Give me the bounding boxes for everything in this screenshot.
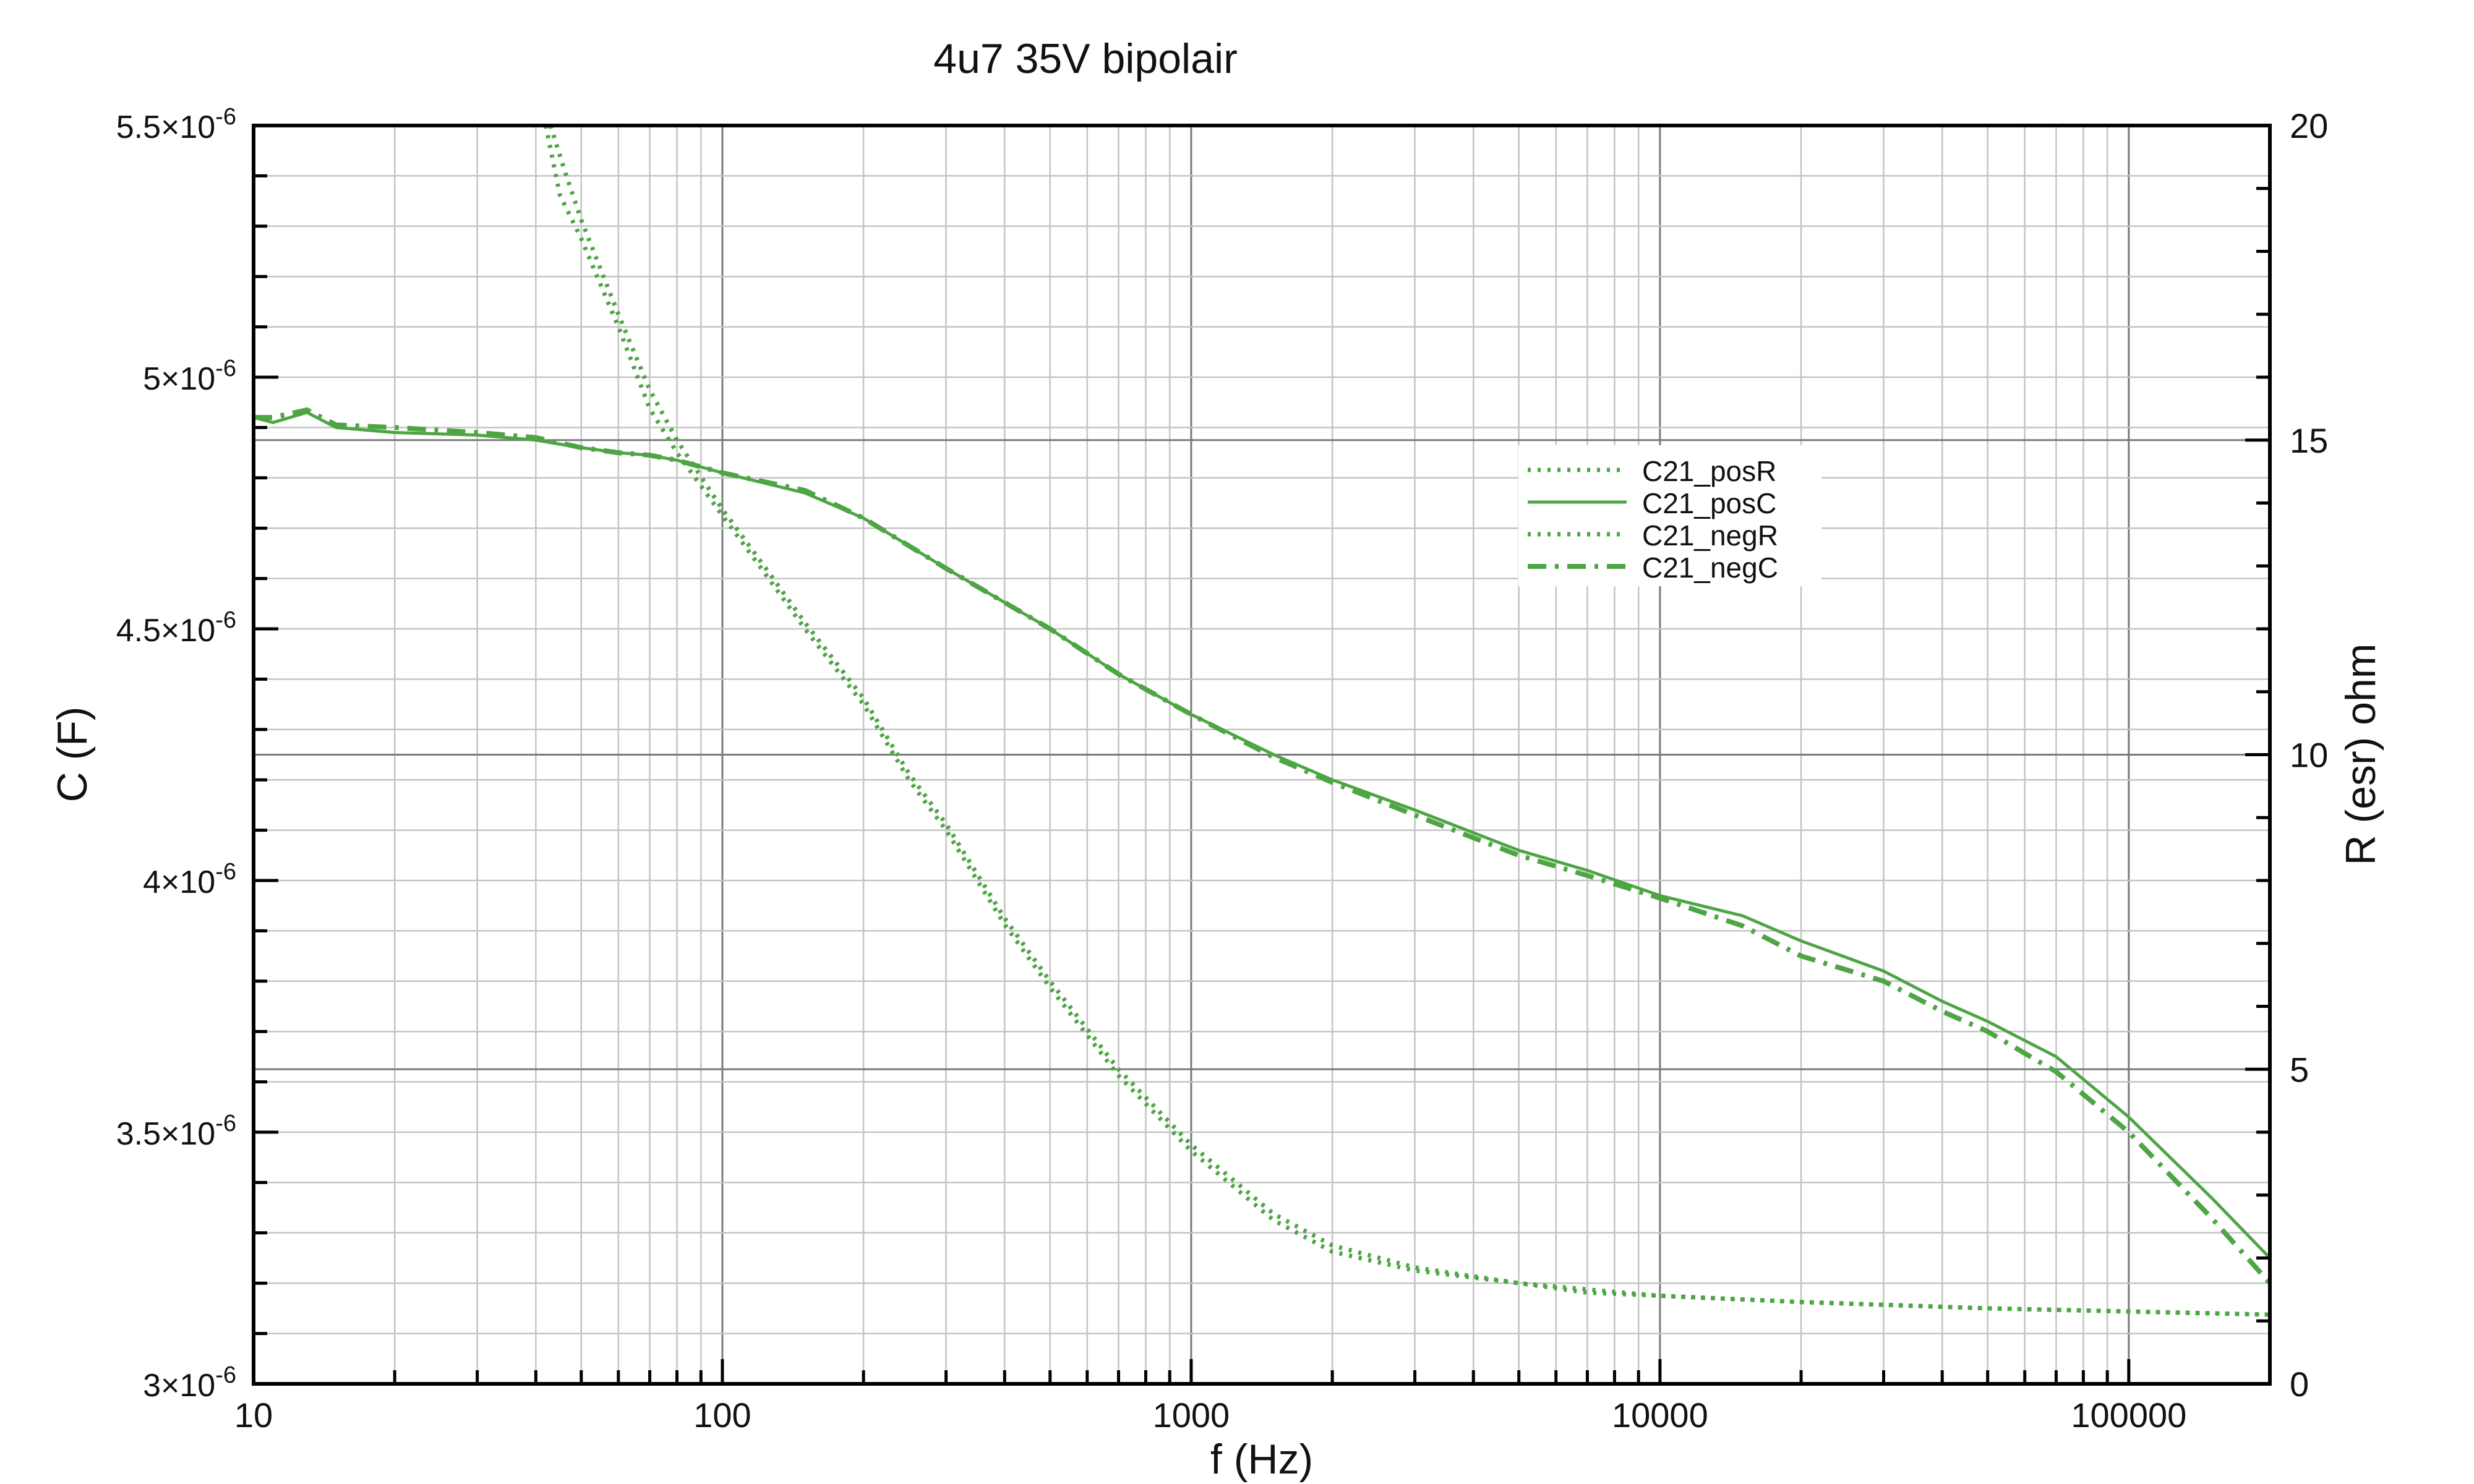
series-line-c21-posc [253, 411, 2271, 1260]
y-left-tick-label: 3×10-6 [143, 1362, 236, 1404]
x-tick-label: 1000 [1153, 1396, 1230, 1435]
grid-layer [252, 126, 2271, 1384]
y-left-axis-label: C (F) [49, 707, 96, 803]
y-right-tick-label: 15 [2290, 421, 2328, 460]
y-right-axis-label: R (esr) ohm [2337, 644, 2384, 866]
y-left-tick-label: 5.5×10-6 [116, 104, 236, 145]
x-tick-label: 10000 [1612, 1396, 1708, 1435]
y-right-tick-label: 20 [2290, 106, 2328, 145]
legend-label: C21_posC [1642, 487, 1776, 519]
series-layer [253, 124, 2272, 1317]
legend-label: C21_negR [1642, 519, 1778, 552]
tick-layer: 10 100 1000 10000 1000003×10-63.5×10-64×10-6… [116, 104, 2329, 1435]
legend-label: C21_posR [1642, 455, 1776, 487]
x-tick-label: 100000 [2071, 1396, 2186, 1435]
series-line-c21-negc [254, 407, 2272, 1285]
series-line-c21-negr [548, 124, 2271, 1317]
x-axis-label: f (Hz) [1210, 1436, 1313, 1483]
y-left-tick-label: 3.5×10-6 [116, 1111, 236, 1152]
y-left-tick-label: 4.5×10-6 [116, 607, 236, 649]
legend-label: C21_negC [1642, 552, 1778, 584]
chart-title: 4u7 35V bipolair [933, 35, 1237, 82]
y-right-tick-label: 5 [2290, 1050, 2309, 1089]
x-tick-label: 10 [234, 1396, 273, 1435]
series-line-c21-posr [543, 125, 2271, 1317]
x-tick-label: 100 [693, 1396, 751, 1435]
y-right-tick-label: 10 [2290, 736, 2328, 775]
y-left-tick-label: 5×10-6 [143, 356, 236, 397]
y-right-tick-label: 0 [2290, 1365, 2309, 1404]
y-left-tick-label: 4×10-6 [143, 859, 236, 900]
